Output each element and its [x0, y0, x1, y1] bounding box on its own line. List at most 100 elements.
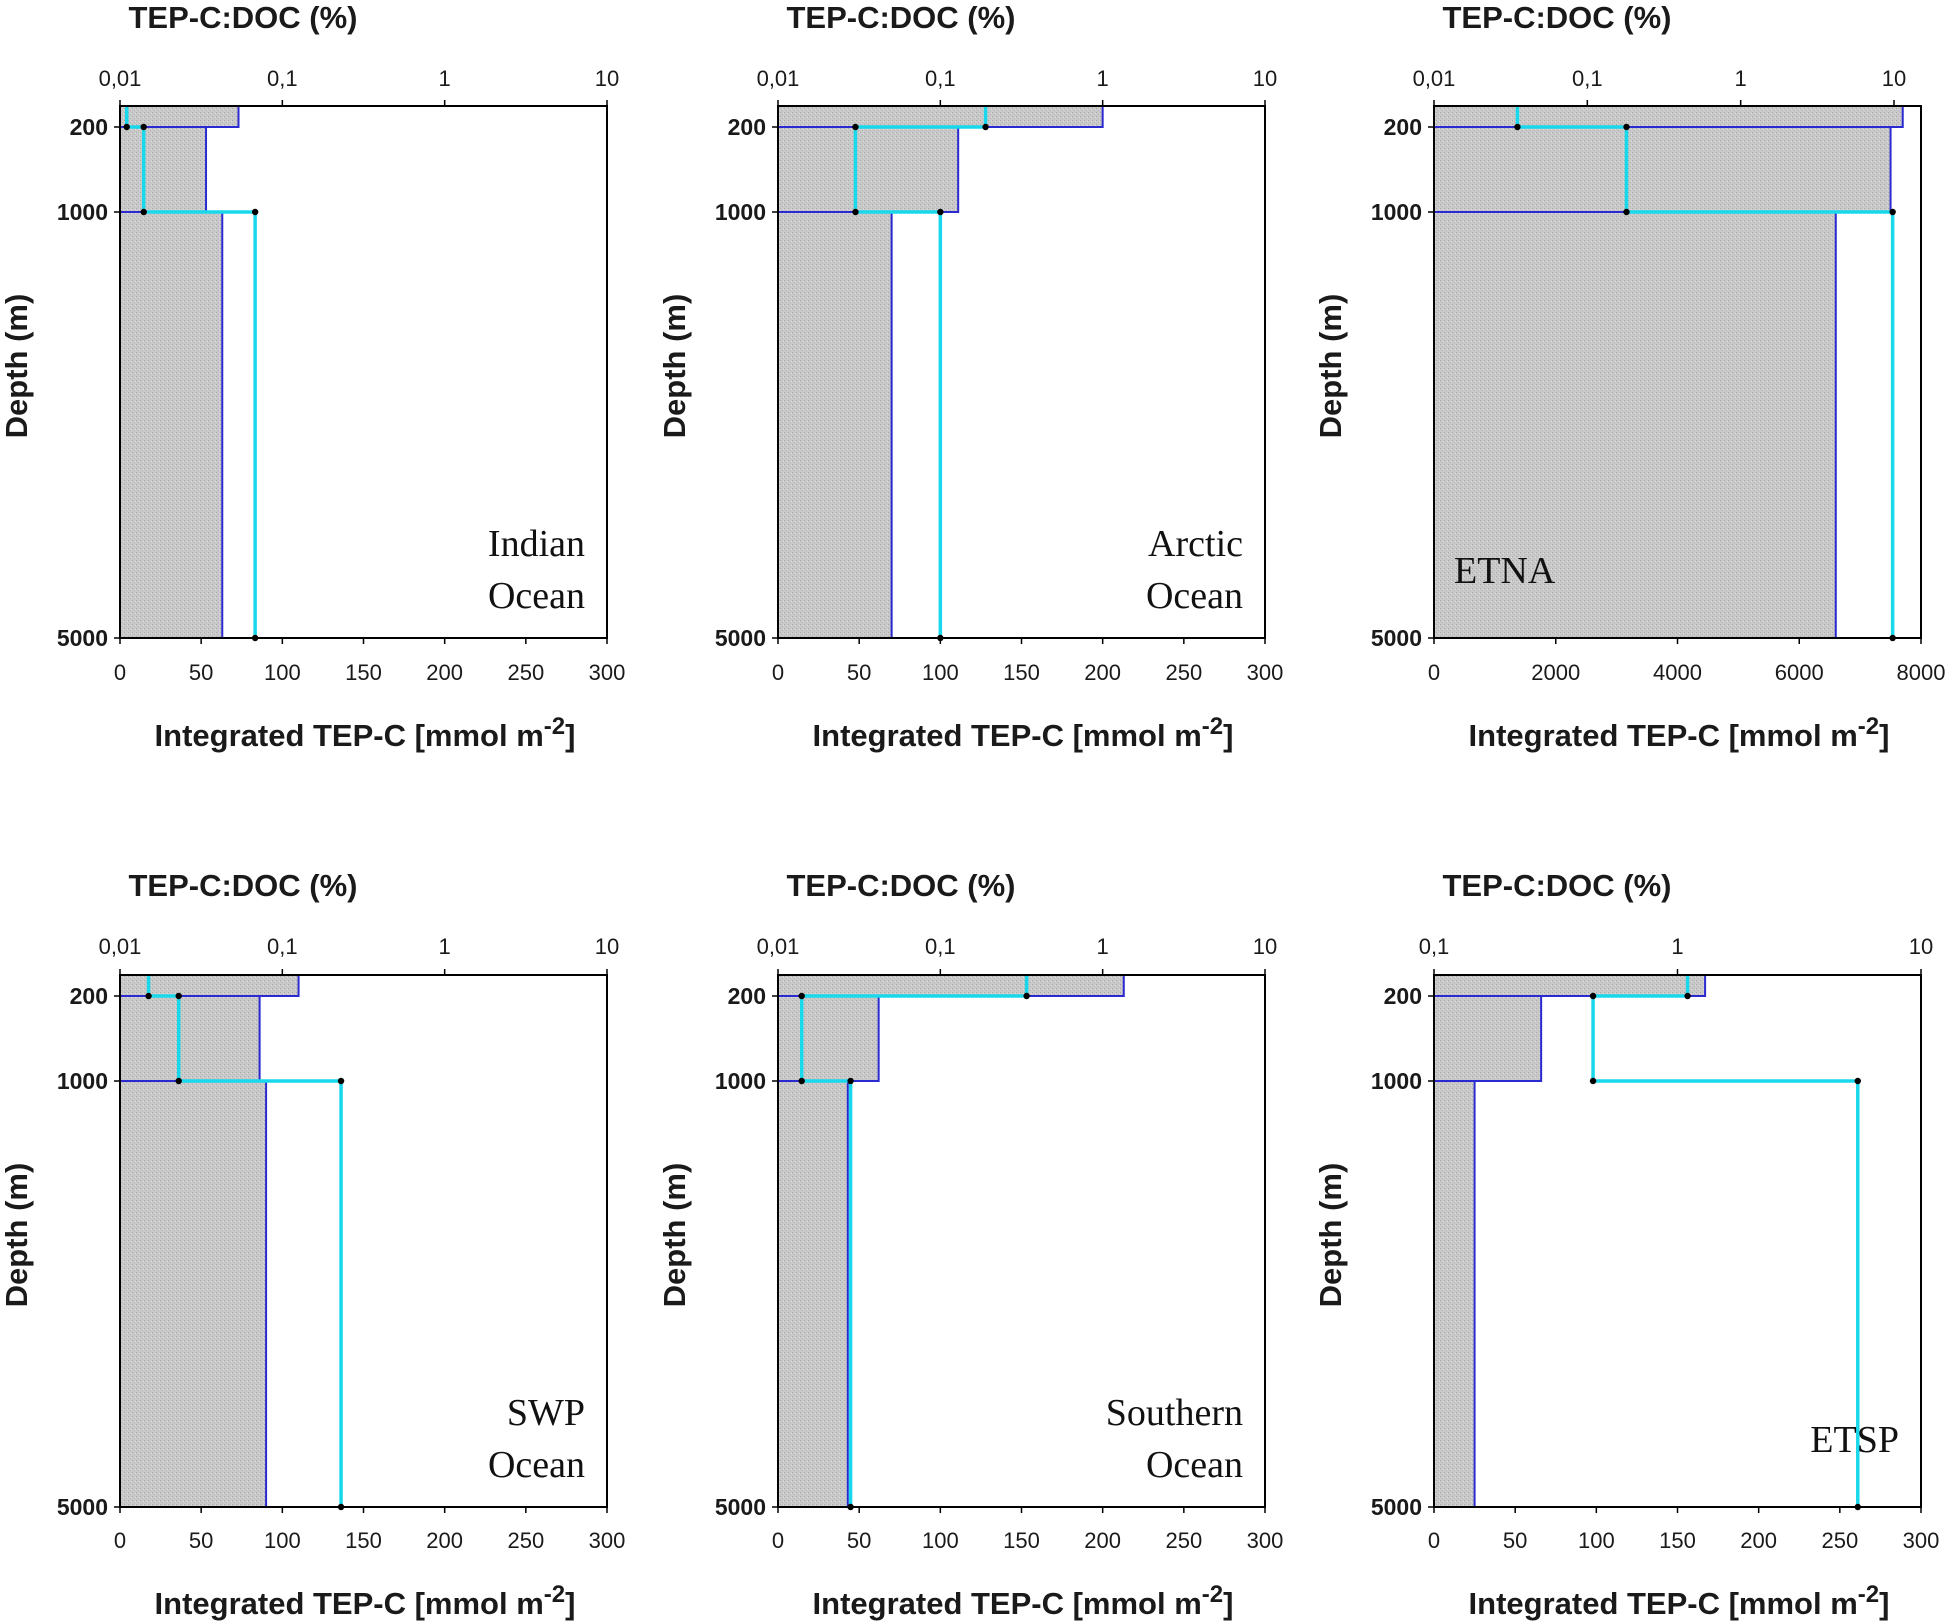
bottom-tick-label: 0: [772, 660, 784, 685]
top-tick-label: 0,01: [99, 66, 142, 91]
bottom-tick-label: 150: [1659, 1528, 1696, 1553]
tep-c-doc-ratio-line: [853, 106, 988, 638]
ratio-marker-0-200: [1684, 992, 1691, 1000]
bottom-tick-label: 0: [1428, 660, 1440, 685]
bottom-axis-title: Integrated TEP-C [mmol m-2]: [813, 1581, 1234, 1621]
bottom-tick-label: 0: [1428, 1528, 1440, 1553]
tep-c-bar-0-200: [777, 105, 1104, 128]
tep-c-bar-200-1000: [119, 126, 208, 213]
tep-c-bar-0-200: [1433, 105, 1904, 128]
tep-c-bar-200-1000: [119, 995, 261, 1082]
bottom-tick-label: 150: [1003, 1528, 1040, 1553]
y-axis-title: Depth (m): [657, 1163, 692, 1308]
top-tick-label: 0,1: [1572, 66, 1603, 91]
ratio-marker-200-1000: [140, 208, 147, 216]
ratio-marker-200-1000-top: [140, 123, 147, 131]
ratio-marker-200-1000-top: [1623, 123, 1630, 131]
tep-c-bar-200-1000: [1433, 995, 1543, 1082]
bottom-tick-label: 50: [847, 1528, 871, 1553]
top-tick-label: 1: [1735, 66, 1747, 91]
ratio-marker-0-200: [1023, 992, 1030, 1000]
bottom-tick-label: 6000: [1775, 660, 1824, 685]
top-axis-title: TEP-C:DOC (%): [1442, 0, 1671, 35]
tep-c-bar-200-1000: [1433, 126, 1892, 213]
bottom-axis-title: Integrated TEP-C [mmol m-2]: [155, 1581, 576, 1621]
tep-c-bar-1000-5000: [119, 211, 224, 639]
xlabel-main: Integrated TEP-C [mmol m: [813, 1586, 1202, 1621]
ratio-marker-200-1000-top: [798, 992, 805, 1000]
depth-tick-label: 1000: [715, 199, 766, 225]
y-axis-title: Depth (m): [0, 1163, 34, 1308]
chart-panel-1: 0 50 100 150 200 250 300 0,01 0,1 1 10 200 1000 5000 T…: [0, 0, 625, 753]
ratio-marker-1000-5000-top: [1889, 208, 1896, 216]
depth-tick-label: 1000: [1371, 199, 1422, 225]
xlabel-superscript: -2: [544, 1581, 565, 1608]
tep-c-bar-0-200: [777, 974, 1125, 997]
depth-tick-label: 5000: [57, 625, 108, 651]
depth-tick-label: 1000: [715, 1068, 766, 1094]
ratio-marker-200-1000: [175, 1077, 182, 1085]
bottom-tick-label: 8000: [1897, 660, 1946, 685]
ratio-marker-200-1000-top: [852, 123, 859, 131]
top-tick-label: 10: [595, 934, 619, 959]
ratio-marker-0-200: [123, 123, 130, 131]
depth-tick-label: 5000: [1371, 1494, 1422, 1520]
xlabel-main: Integrated TEP-C [mmol m: [813, 718, 1202, 753]
xlabel-bracket: ]: [1223, 1586, 1233, 1621]
chart-panel-5: 0 50 100 150 200 250 300 0,01 0,1 1 10 200 1000 5000 T…: [657, 868, 1283, 1621]
chart-panel-3: 0 2000 4000 6000 8000 0,01 0,1 1 10 200 1000 5000 TE…: [1313, 0, 1945, 753]
tep-c-bar-0-200: [119, 974, 300, 997]
tep-c-bar-1000-5000: [777, 211, 893, 639]
bottom-tick-label: 2000: [1531, 660, 1580, 685]
xlabel-main: Integrated TEP-C [mmol m: [1469, 1586, 1858, 1621]
region-label: Ocean: [488, 1444, 585, 1486]
top-tick-label: 0,01: [99, 934, 142, 959]
chart-panel-4: 0 50 100 150 200 250 300 0,01 0,1 1 10 200 1000 5000 T…: [0, 868, 625, 1621]
bottom-tick-label: 4000: [1653, 660, 1702, 685]
top-tick-label: 1: [439, 66, 451, 91]
bottom-tick-label: 250: [1821, 1528, 1858, 1553]
region-label: Southern: [1106, 1392, 1243, 1434]
depth-tick-label: 1000: [57, 1068, 108, 1094]
top-axis-title: TEP-C:DOC (%): [1442, 868, 1671, 903]
top-axis-title: TEP-C:DOC (%): [786, 868, 1015, 903]
ratio-marker-1000-5000-top: [847, 1077, 854, 1085]
top-axis-title: TEP-C:DOC (%): [128, 0, 357, 35]
top-tick-label: 0,1: [1419, 934, 1450, 959]
bottom-tick-label: 250: [1165, 1528, 1202, 1553]
y-axis-title: Depth (m): [1313, 1163, 1348, 1308]
tep-c-bar-0-200: [119, 105, 240, 128]
bottom-axis-title: Integrated TEP-C [mmol m-2]: [1469, 713, 1890, 753]
y-axis-title: Depth (m): [657, 294, 692, 439]
xlabel-superscript: -2: [1858, 1581, 1879, 1608]
ratio-marker-1000-5000-top: [937, 208, 944, 216]
depth-tick-label: 5000: [715, 625, 766, 651]
bottom-tick-label: 200: [426, 1528, 463, 1553]
top-tick-label: 1: [1671, 934, 1683, 959]
depth-tick-label: 200: [70, 983, 108, 1009]
ratio-marker-1000-5000-top: [251, 208, 259, 216]
xlabel-superscript: -2: [544, 713, 565, 740]
bottom-tick-label: 150: [345, 1528, 382, 1553]
tep-c-doc-ratio-line: [1591, 975, 1860, 1507]
top-tick-label: 0,1: [267, 66, 298, 91]
region-label: Indian: [488, 523, 585, 565]
tep-c-bar-0-200: [1433, 974, 1707, 997]
chart-panel-2: 0 50 100 150 200 250 300 0,01 0,1 1 10 200 1000 5000 T…: [657, 0, 1283, 753]
top-tick-label: 10: [1253, 66, 1277, 91]
xlabel-main: Integrated TEP-C [mmol m: [155, 718, 544, 753]
bottom-tick-label: 200: [1740, 1528, 1777, 1553]
tep-c-doc-ratio-line: [1515, 106, 1895, 638]
y-axis-title: Depth (m): [1313, 294, 1348, 439]
bottom-tick-label: 250: [507, 1528, 544, 1553]
depth-tick-label: 200: [728, 983, 766, 1009]
ratio-marker-200-1000-top: [1589, 992, 1597, 1000]
xlabel-superscript: -2: [1202, 1581, 1223, 1608]
bottom-tick-label: 200: [1084, 1528, 1121, 1553]
ratio-marker-200-1000-top: [175, 992, 182, 1000]
ratio-marker-0-200: [145, 992, 152, 1000]
region-label: ETNA: [1454, 550, 1556, 592]
top-tick-label: 1: [439, 934, 451, 959]
bottom-tick-label: 300: [1247, 1528, 1284, 1553]
